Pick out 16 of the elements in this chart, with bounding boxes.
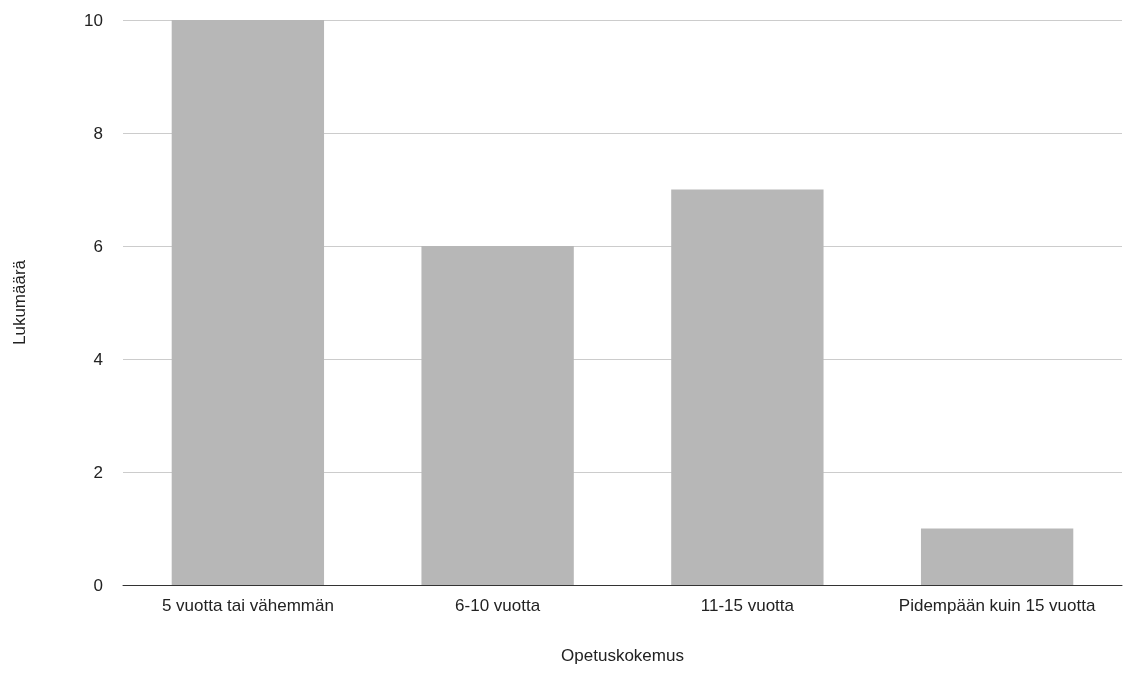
y-tick-label: 2	[93, 462, 103, 482]
y-tick-label: 8	[93, 123, 103, 143]
y-tick-label: 10	[84, 10, 103, 30]
y-tick-label: 4	[93, 349, 103, 369]
x-tick-label: 5 vuotta tai vähemmän	[161, 596, 334, 615]
bar	[421, 246, 574, 585]
y-axis-title: Lukumäärä	[10, 259, 29, 346]
x-tick-label: 11-15 vuotta	[700, 596, 795, 615]
y-tick-label: 6	[93, 236, 103, 256]
x-axis-title: Opetuskokemus	[561, 646, 684, 665]
bar	[171, 20, 325, 585]
bar	[920, 528, 1074, 585]
y-tick-label: 0	[93, 575, 103, 595]
bar	[671, 189, 824, 585]
x-tick-label: 6-10 vuotta	[455, 596, 541, 615]
x-tick-label: Pidempään kuin 15 vuotta	[898, 596, 1096, 615]
